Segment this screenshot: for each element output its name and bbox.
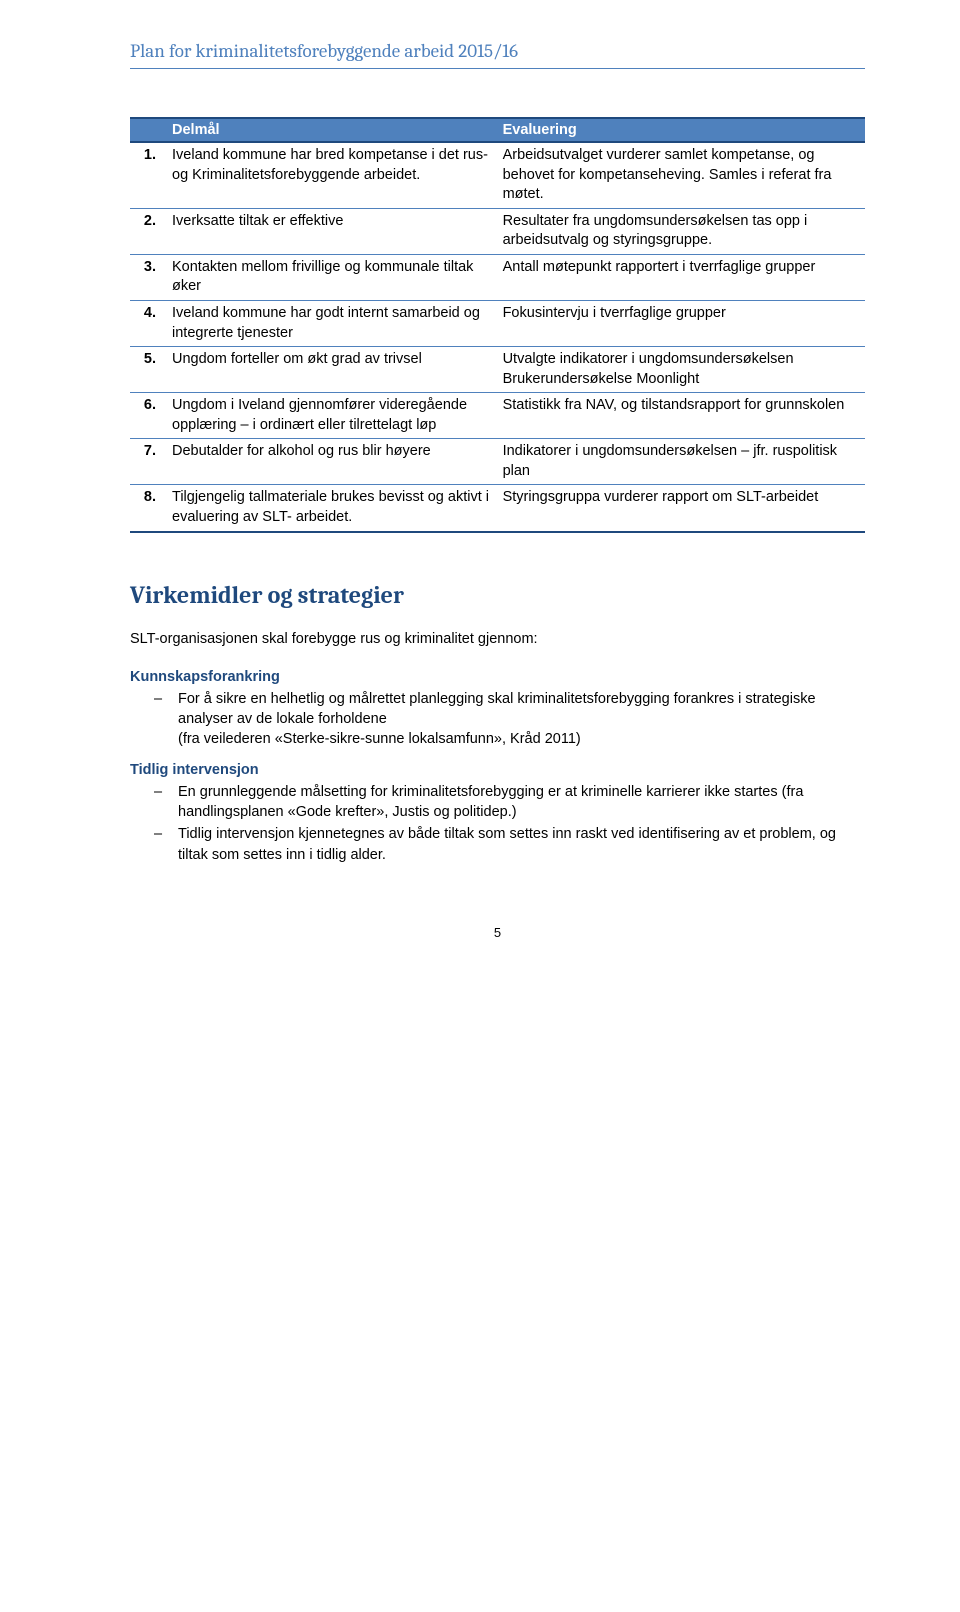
row-number: 1.: [130, 142, 166, 208]
section-intro: SLT-organisasjonen skal forebygge rus og…: [130, 629, 865, 649]
row-goal: Iveland kommune har bred kompetanse i de…: [166, 142, 497, 208]
th-eval: Evaluering: [497, 118, 865, 142]
table-row: 3.Kontakten mellom frivillige og kommuna…: [130, 254, 865, 300]
row-eval: Utvalgte indikatorer i ungdomsundersøkel…: [497, 347, 865, 393]
table-row: 5.Ungdom forteller om økt grad av trivse…: [130, 347, 865, 393]
row-eval: Indikatorer i ungdomsundersøkelsen – jfr…: [497, 439, 865, 485]
row-number: 4.: [130, 300, 166, 346]
table-row: 1.Iveland kommune har bred kompetanse i …: [130, 142, 865, 208]
table-row: 4.Iveland kommune har godt internt samar…: [130, 300, 865, 346]
row-eval: Resultater fra ungdomsundersøkelsen tas …: [497, 208, 865, 254]
row-number: 6.: [130, 393, 166, 439]
row-eval: Arbeidsutvalget vurderer samlet kompetan…: [497, 142, 865, 208]
row-goal: Kontakten mellom frivillige og kommunale…: [166, 254, 497, 300]
row-eval: Fokusintervju i tverrfaglige grupper: [497, 300, 865, 346]
row-goal: Tilgjengelig tallmateriale brukes beviss…: [166, 485, 497, 532]
bullet-list: For å sikre en helhetlig og målrettet pl…: [130, 689, 865, 750]
table-row: 8.Tilgjengelig tallmateriale brukes bevi…: [130, 485, 865, 532]
list-item: For å sikre en helhetlig og målrettet pl…: [154, 689, 865, 750]
row-number: 2.: [130, 208, 166, 254]
section-blocks: Kunnskapsforankring For å sikre en helhet…: [130, 669, 865, 865]
row-goal: Iveland kommune har godt internt samarbe…: [166, 300, 497, 346]
subheading: Tidlig intervensjon: [130, 762, 865, 778]
row-goal: Ungdom forteller om økt grad av trivsel: [166, 347, 497, 393]
page-header-title: Plan for kriminalitetsforebyggende arbei…: [130, 40, 865, 62]
row-eval: Styringsgruppa vurderer rapport om SLT-a…: [497, 485, 865, 532]
row-number: 7.: [130, 439, 166, 485]
list-item: En grunnleggende målsetting for kriminal…: [154, 782, 865, 823]
row-number: 5.: [130, 347, 166, 393]
table-row: 7.Debutalder for alkohol og rus blir høy…: [130, 439, 865, 485]
row-number: 3.: [130, 254, 166, 300]
row-eval: Antall møtepunkt rapportert i tverrfagli…: [497, 254, 865, 300]
header-rule: [130, 68, 865, 69]
table-row: 6.Ungdom i Iveland gjennomfører videregå…: [130, 393, 865, 439]
subheading: Kunnskapsforankring: [130, 669, 865, 685]
row-goal: Ungdom i Iveland gjennomfører videregåen…: [166, 393, 497, 439]
table-header-row: Delmål Evaluering: [130, 118, 865, 142]
row-goal: Debutalder for alkohol og rus blir høyer…: [166, 439, 497, 485]
row-eval: Statistikk fra NAV, og tilstandsrapport …: [497, 393, 865, 439]
row-number: 8.: [130, 485, 166, 532]
goals-table: Delmål Evaluering 1.Iveland kommune har …: [130, 117, 865, 533]
list-item: Tidlig intervensjon kjennetegnes av både…: [154, 824, 865, 865]
page-number: 5: [130, 925, 865, 940]
row-goal: Iverksatte tiltak er effektive: [166, 208, 497, 254]
th-num: [130, 118, 166, 142]
bullet-list: En grunnleggende målsetting for kriminal…: [130, 782, 865, 865]
table-body: 1.Iveland kommune har bred kompetanse i …: [130, 142, 865, 532]
th-goal: Delmål: [166, 118, 497, 142]
section-title: Virkemidler og strategier: [130, 581, 865, 609]
table-row: 2.Iverksatte tiltak er effektiveResultat…: [130, 208, 865, 254]
